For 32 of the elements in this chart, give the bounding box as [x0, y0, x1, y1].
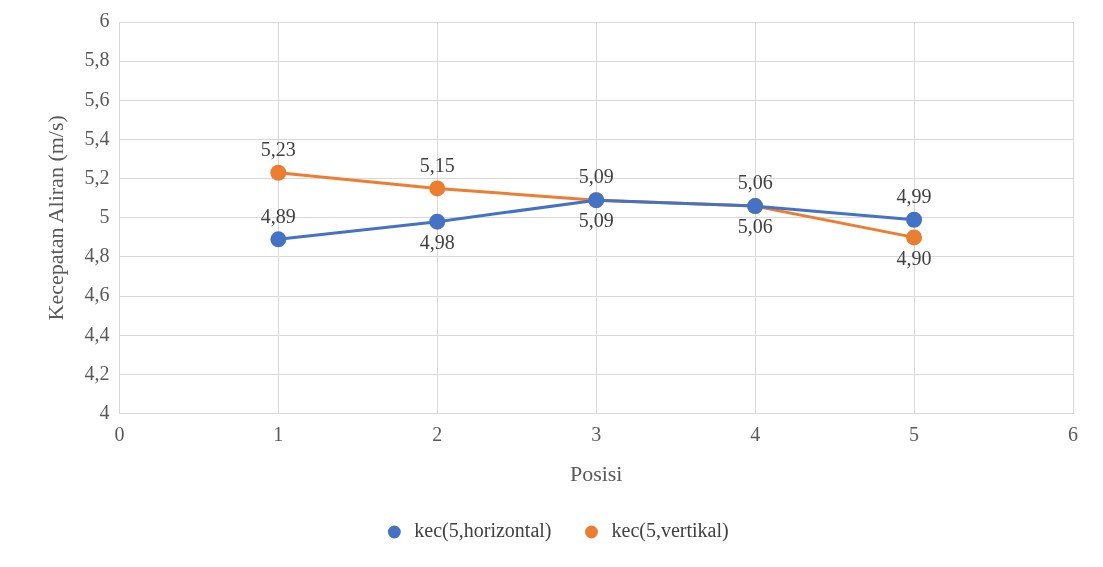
- y-tick-label: 4,4: [84, 322, 110, 345]
- x-tick-label: 5: [909, 422, 920, 445]
- data-label: 5,23: [260, 138, 296, 161]
- x-tick-label: 1: [273, 422, 284, 445]
- data-label: 4,90: [896, 246, 932, 269]
- y-axis-title: Kecepatan Aliran (m/s): [42, 115, 68, 321]
- data-label: 4,99: [896, 185, 932, 208]
- x-tick-label: 2: [432, 422, 443, 445]
- y-tick-label: 6: [99, 9, 110, 32]
- data-label: 5,09: [578, 209, 614, 232]
- y-tick-label: 4,2: [84, 361, 110, 384]
- x-tick-label: 0: [114, 422, 125, 445]
- y-tick-label: 5,2: [84, 165, 110, 188]
- y-tick-label: 5,8: [84, 48, 110, 71]
- y-tick-label: 4,6: [84, 283, 110, 306]
- data-label: 5,06: [737, 171, 773, 194]
- data-label: 5,15: [419, 153, 455, 176]
- x-tick-label: 6: [1068, 422, 1078, 445]
- x-tick-label: 4: [750, 422, 761, 445]
- data-label: 5,09: [578, 165, 614, 188]
- y-tick-label: 4,8: [84, 244, 110, 267]
- data-label: 4,98: [419, 230, 455, 253]
- y-tick-label: 4: [99, 400, 110, 423]
- data-label: 4,89: [260, 204, 296, 227]
- legend-label: kec(5,horizontal): [414, 519, 552, 543]
- data-label: 5,06: [737, 215, 773, 238]
- legend-label: kec(5,vertikal): [611, 519, 729, 543]
- x-axis-title: Posisi: [569, 460, 623, 486]
- y-tick-label: 5: [99, 205, 110, 228]
- y-tick-label: 5,6: [84, 87, 110, 110]
- y-tick-label: 5,4: [84, 126, 110, 149]
- x-tick-label: 3: [591, 422, 602, 445]
